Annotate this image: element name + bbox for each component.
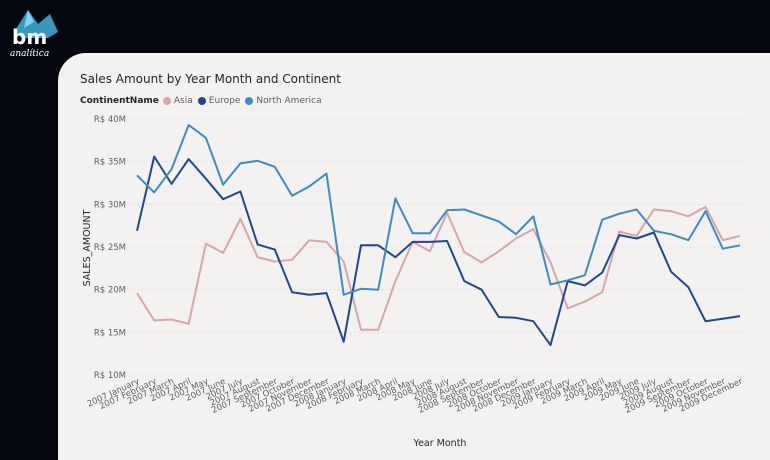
series-line-europe[interactable] [136, 155, 741, 347]
gridlines [130, 118, 745, 376]
legend-dot-asia [162, 97, 171, 105]
logo-shape [14, 10, 58, 38]
legend-label-asia: Asia [173, 96, 193, 106]
y-tick-label: R$ 20M [94, 286, 126, 296]
legend-item-asia[interactable]: Asia [162, 96, 193, 106]
y-axis-ticks: R$ 10M R$ 15M R$ 20M R$ 25M R$ 30M R$ 35M R$ 4… [94, 115, 126, 381]
report-card [58, 53, 770, 460]
y-tick-label: R$ 25M [94, 243, 126, 253]
series-lines [136, 124, 741, 347]
x-axis-label: Year Month [413, 438, 467, 449]
legend-label-north-america: North America [256, 96, 322, 106]
y-tick-label: R$ 35M [94, 158, 126, 168]
logo-text: bm [12, 25, 47, 49]
chart-legend: ContinentName Asia Europe North America [80, 96, 327, 106]
legend-dot-north-america [245, 97, 254, 105]
logo-facet [24, 10, 34, 28]
y-tick-label: R$ 40M [94, 115, 126, 125]
logo-subtext: analítica [10, 48, 49, 59]
series-line-north-america[interactable] [136, 124, 741, 296]
legend-title: ContinentName [80, 96, 159, 106]
y-tick-label: R$ 10M [94, 371, 126, 381]
y-tick-label: R$ 30M [94, 200, 126, 210]
legend-label-europe: Europe [208, 96, 241, 106]
brand-logo: bm analítica [10, 10, 58, 59]
series-line-asia[interactable] [136, 205, 741, 331]
y-axis-label: SALES_AMOUNT [82, 209, 93, 286]
legend-dot-europe [197, 97, 206, 105]
legend-item-europe[interactable]: Europe [197, 96, 241, 106]
chart-title: Sales Amount by Year Month and Continent [80, 72, 341, 86]
y-tick-label: R$ 15M [94, 328, 126, 338]
legend-item-north-america[interactable]: North America [245, 96, 322, 106]
